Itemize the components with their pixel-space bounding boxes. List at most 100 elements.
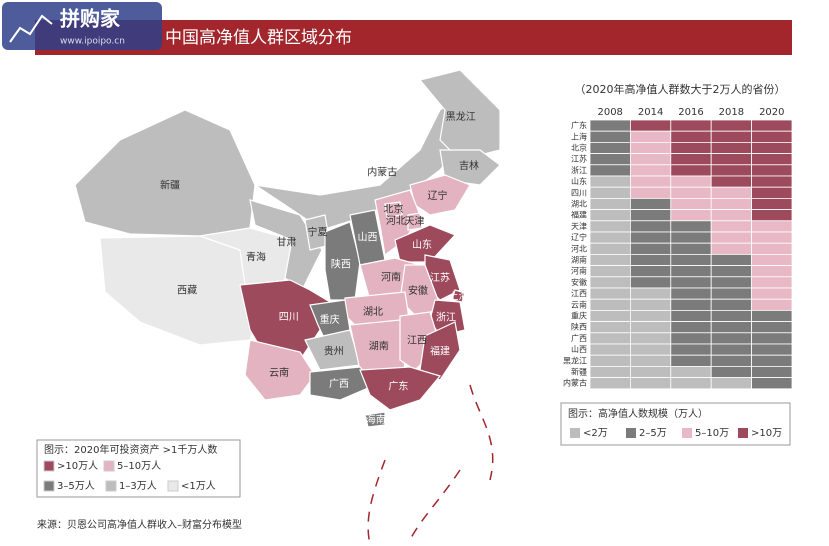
province — [384, 201, 403, 218]
heat-cell — [670, 377, 712, 390]
source: 来源：贝恩公司高净值人群收入–财富分布模型 — [37, 518, 242, 531]
heat-cell — [630, 231, 672, 244]
row-label: 福建 — [571, 210, 587, 220]
heat-cell — [751, 377, 793, 390]
map-legend-title: 图示：2020年可投资资产 >1千万人数 — [44, 443, 217, 456]
heat-cell — [630, 186, 672, 199]
heat-cell — [751, 253, 793, 266]
heat-legend-label: 2–5万 — [639, 428, 667, 439]
title: 中国高净值人群区域分布 — [165, 28, 352, 48]
province-label: 西藏 — [177, 284, 197, 296]
heat-cell — [589, 175, 631, 188]
map-legend-label: >10万人 — [57, 460, 98, 472]
row-label: 湖北 — [571, 200, 587, 209]
heat-cell — [630, 321, 672, 334]
logo-url: www.ipoipo.cn — [60, 37, 125, 47]
province-label: 广西 — [329, 378, 349, 390]
province-label: 湖南 — [369, 339, 389, 352]
heat-cell — [630, 287, 672, 300]
heat-cell — [589, 377, 631, 390]
row-label: 四川 — [571, 188, 587, 197]
map-legend-label: 1–3万人 — [119, 480, 157, 492]
heat-cell — [589, 365, 631, 378]
province-label: 河南 — [381, 271, 401, 284]
heat-cell — [710, 276, 753, 289]
province-label: 天津 — [405, 216, 425, 228]
heat-cell — [630, 265, 672, 278]
heat-cell — [630, 298, 672, 311]
province-label: 云南 — [269, 366, 289, 379]
row-label: 黑龙江 — [563, 355, 587, 365]
heat-legend-title: 图示：高净值人数规模（万人） — [568, 407, 708, 420]
province-label: 内蒙古 — [367, 165, 397, 178]
heat-cell — [751, 343, 793, 356]
heat-cell — [670, 175, 712, 188]
sea-border — [367, 384, 494, 546]
heat-cell — [630, 309, 672, 322]
map-legend-label: 3–5万人 — [57, 480, 95, 492]
heat-cell — [710, 186, 753, 199]
heat-cell — [589, 276, 631, 289]
heat-cell — [710, 119, 753, 132]
heat-cell — [710, 332, 753, 345]
heat-cell — [751, 332, 793, 345]
province-label: 海南 — [366, 413, 386, 426]
province — [74, 109, 256, 237]
heat-cell — [589, 354, 631, 367]
heat-cell — [630, 343, 672, 356]
heat-cell — [670, 130, 712, 143]
province-label: 北京 — [384, 203, 404, 216]
province — [419, 321, 461, 381]
row-label: 天津 — [571, 221, 587, 231]
heat-cell — [589, 242, 631, 255]
heat-cell — [751, 276, 793, 289]
province — [244, 339, 316, 401]
heat-cell — [589, 265, 631, 278]
map-legend-swatch — [43, 480, 55, 492]
heat-cell — [670, 119, 712, 132]
heat-cell — [630, 242, 672, 255]
logo-icon — [9, 14, 53, 43]
heat-cell — [710, 153, 753, 166]
year-label: 2014 — [638, 107, 663, 118]
heat-cell — [710, 298, 753, 311]
province-label: 陕西 — [331, 257, 351, 270]
heat-cell — [589, 298, 631, 311]
heat-cell — [751, 209, 793, 222]
heat-cell — [751, 119, 793, 132]
province-label: 湖北 — [363, 306, 383, 318]
heat-cell — [710, 231, 753, 244]
province-label: 江西 — [407, 335, 427, 347]
heat-cell — [630, 164, 672, 177]
heat-cell — [751, 354, 793, 367]
heat-cell — [589, 119, 631, 132]
row-label: 北京 — [571, 143, 587, 153]
heat-cell — [670, 365, 712, 378]
province-label: 上海 — [449, 289, 469, 302]
heat-cell — [589, 287, 631, 300]
heat-cell — [670, 343, 712, 356]
heat-cell — [670, 332, 712, 345]
map-legend-swatch — [167, 480, 179, 492]
map-legend-swatch — [105, 480, 117, 492]
heat-cell — [751, 153, 793, 166]
row-label: 陕西 — [571, 322, 587, 332]
row-label: 江苏 — [571, 154, 587, 164]
heat-cell — [751, 197, 793, 210]
heat-cell — [751, 298, 793, 311]
province-label: 安徽 — [408, 284, 428, 297]
row-label: 新疆 — [571, 367, 587, 377]
heat-cell — [670, 298, 712, 311]
row-label: 江西 — [571, 289, 587, 298]
province — [364, 411, 386, 428]
heat-legend-swatch — [626, 428, 636, 438]
row-label: 山东 — [571, 176, 587, 186]
heat-cell — [630, 130, 672, 143]
heat-legend-swatch — [738, 428, 748, 438]
heat-cell — [630, 377, 672, 390]
heat-cell — [710, 175, 753, 188]
row-label: 重庆 — [571, 311, 587, 321]
heat-cell — [670, 309, 712, 322]
heat-cell — [751, 220, 793, 233]
